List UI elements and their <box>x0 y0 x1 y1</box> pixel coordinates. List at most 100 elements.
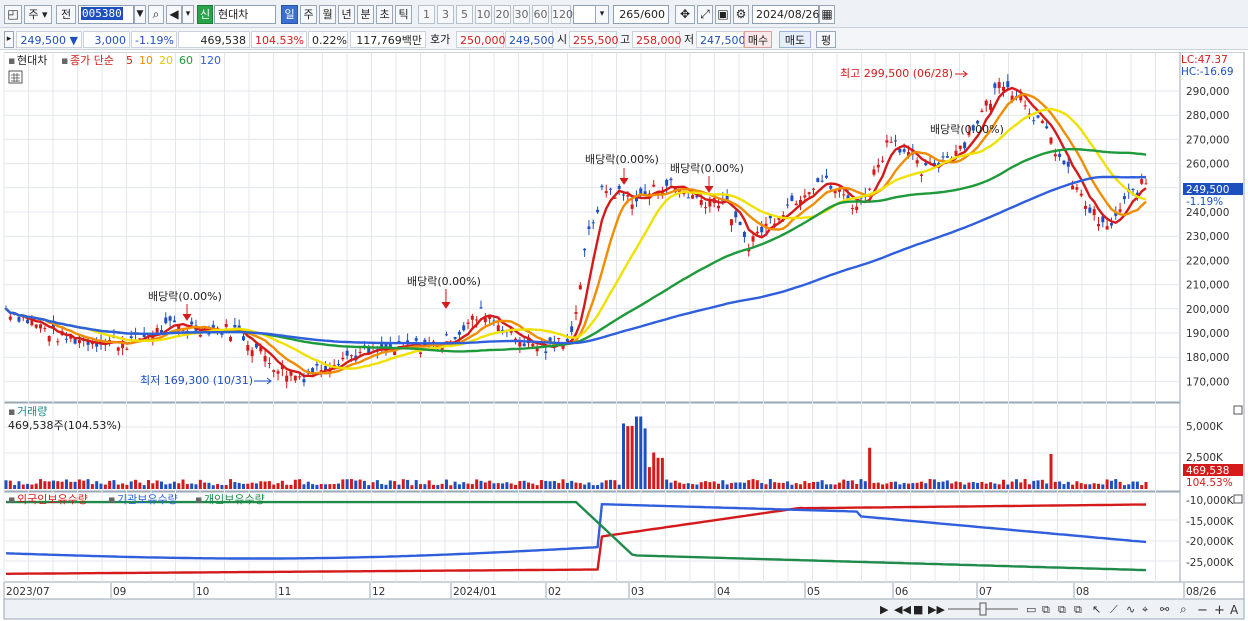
date-axis-label: 05 <box>807 586 820 598</box>
ask-label: 호가 <box>430 33 451 46</box>
candle-body <box>591 222 595 224</box>
interval-dropdown-icon[interactable]: ▾ <box>595 5 609 24</box>
candle-body <box>90 342 94 345</box>
interval-60[interactable]: 60 <box>532 5 549 24</box>
candle-body <box>1023 105 1027 107</box>
buy-button[interactable]: 매수 <box>744 31 772 48</box>
interval-120[interactable]: 120 <box>551 5 573 24</box>
volume-bar <box>993 483 997 489</box>
volume-bar <box>1045 483 1049 489</box>
candle-body <box>198 334 202 337</box>
volume-bar <box>1002 479 1005 489</box>
period-day[interactable]: 일 <box>281 5 298 24</box>
gear-icon[interactable]: ⚙ <box>733 5 749 24</box>
split-icon[interactable]: ⧉ <box>1058 603 1066 616</box>
candle-body <box>898 149 902 153</box>
candle-body <box>129 336 133 339</box>
split-icon[interactable]: ⧉ <box>1042 603 1050 616</box>
volume-bar <box>177 483 181 489</box>
stop-icon[interactable]: ■ <box>913 603 923 616</box>
volume-bar <box>354 480 358 489</box>
holding-axis-25000k: -25,000K <box>1186 557 1235 569</box>
bar-count-input[interactable]: 265/600 <box>613 5 669 24</box>
period-week[interactable]: 주 <box>300 5 317 24</box>
volume-bar <box>496 483 500 489</box>
link-icon[interactable]: ⚯ <box>1160 603 1170 616</box>
candle-body <box>578 285 582 290</box>
volume-bar <box>617 484 621 489</box>
zoom-icon[interactable]: ⌕ <box>1180 602 1187 616</box>
prev-button[interactable]: 전 <box>56 5 76 24</box>
speaker-dropdown-icon[interactable]: ▾ <box>182 5 194 24</box>
low-label: 저 <box>684 33 695 46</box>
close-holding-panel-icon[interactable] <box>1233 494 1243 504</box>
period-tick[interactable]: 틱 <box>395 5 412 24</box>
volume-bar <box>367 485 371 489</box>
zoom-in-icon[interactable]: + <box>1214 603 1225 618</box>
candle-body <box>868 188 872 190</box>
price-chart[interactable]: ▪ 현대차 ▪ 종가 단순 5 10 20 60 120 LC:47.37 HC… <box>0 52 1248 621</box>
period-second[interactable]: 초 <box>376 5 393 24</box>
candle-body <box>475 319 479 321</box>
layout-icon[interactable]: ▭ <box>1026 603 1036 616</box>
scroll-back-icon[interactable]: ◀◀ <box>894 603 911 616</box>
scroll-right-icon[interactable]: ▶ <box>880 603 889 616</box>
period-year[interactable]: 년 <box>338 5 355 24</box>
save-icon[interactable]: ▣ <box>715 5 731 24</box>
close-volume-panel-icon[interactable] <box>1233 405 1243 415</box>
eval-button[interactable]: 평 <box>816 31 836 48</box>
volume-bar <box>764 484 768 489</box>
date-axis-label: 2023/07 <box>6 586 50 598</box>
dividend-label-2: 배당락(0.00%) <box>407 275 481 288</box>
scroll-forward-icon[interactable]: ▶▶ <box>928 603 945 616</box>
speaker-icon[interactable]: ◀ <box>166 5 182 24</box>
candle-body <box>26 319 30 324</box>
scroll-bar[interactable] <box>3 598 1245 620</box>
volume-bar <box>911 483 915 489</box>
period-month[interactable]: 월 <box>319 5 336 24</box>
trend-icon[interactable]: ⟋ <box>1110 603 1118 616</box>
draw-tool-icon[interactable]: ⤢ <box>697 5 713 24</box>
candle-body <box>466 322 470 324</box>
font-size-icon[interactable]: A <box>1230 603 1239 617</box>
stock-code-input[interactable]: 005380 <box>78 5 134 24</box>
candle-body <box>259 347 263 352</box>
window-menu-icon[interactable]: ◰ <box>4 5 22 24</box>
date-input[interactable]: 2024/08/26 <box>752 5 819 24</box>
table-toggle-icon[interactable] <box>8 70 23 84</box>
volume-bar <box>777 482 781 489</box>
scroll-thumb[interactable] <box>979 602 987 616</box>
legend-price-label: 종가 단순 <box>70 54 114 67</box>
date-axis-label: 04 <box>717 586 731 598</box>
low-annotation: 최저 169,300 (10/31) <box>140 374 253 387</box>
indicator-icon[interactable]: ✥ <box>675 5 695 24</box>
candle-body <box>850 208 854 210</box>
wave-icon[interactable]: ∿ <box>1126 603 1135 616</box>
interval-30[interactable]: 30 <box>513 5 530 24</box>
code-dropdown-icon[interactable]: ▼ <box>134 5 146 24</box>
candle-body <box>1010 95 1014 102</box>
volume-bar <box>466 483 470 489</box>
interval-10[interactable]: 10 <box>475 5 492 24</box>
candle-body <box>535 348 539 352</box>
tool-icon[interactable]: ⌖ <box>1142 603 1148 616</box>
expand-icon[interactable]: ▸ <box>4 31 14 48</box>
market-select[interactable]: 주 ▾ <box>24 5 52 24</box>
search-icon[interactable]: ⌕ <box>148 5 164 24</box>
calendar-icon[interactable]: ▦ <box>819 5 835 24</box>
interval-20[interactable]: 20 <box>494 5 511 24</box>
stock-name-field[interactable]: 현대차 <box>214 5 276 24</box>
candle-body <box>56 341 60 343</box>
candle-body <box>574 312 578 314</box>
candle-body <box>289 370 293 376</box>
sell-button[interactable]: 매도 <box>779 31 811 48</box>
split-icon[interactable]: ⧉ <box>1074 603 1082 616</box>
holding-axis-20000k: -20,000K <box>1186 536 1235 548</box>
period-minute[interactable]: 분 <box>357 5 374 24</box>
interval-5[interactable]: 5 <box>456 5 473 24</box>
candle-body <box>341 357 345 360</box>
interval-1[interactable]: 1 <box>418 5 435 24</box>
zoom-out-icon[interactable]: − <box>1197 603 1208 618</box>
cursor-icon[interactable]: ↖ <box>1092 603 1101 616</box>
interval-3[interactable]: 3 <box>437 5 454 24</box>
